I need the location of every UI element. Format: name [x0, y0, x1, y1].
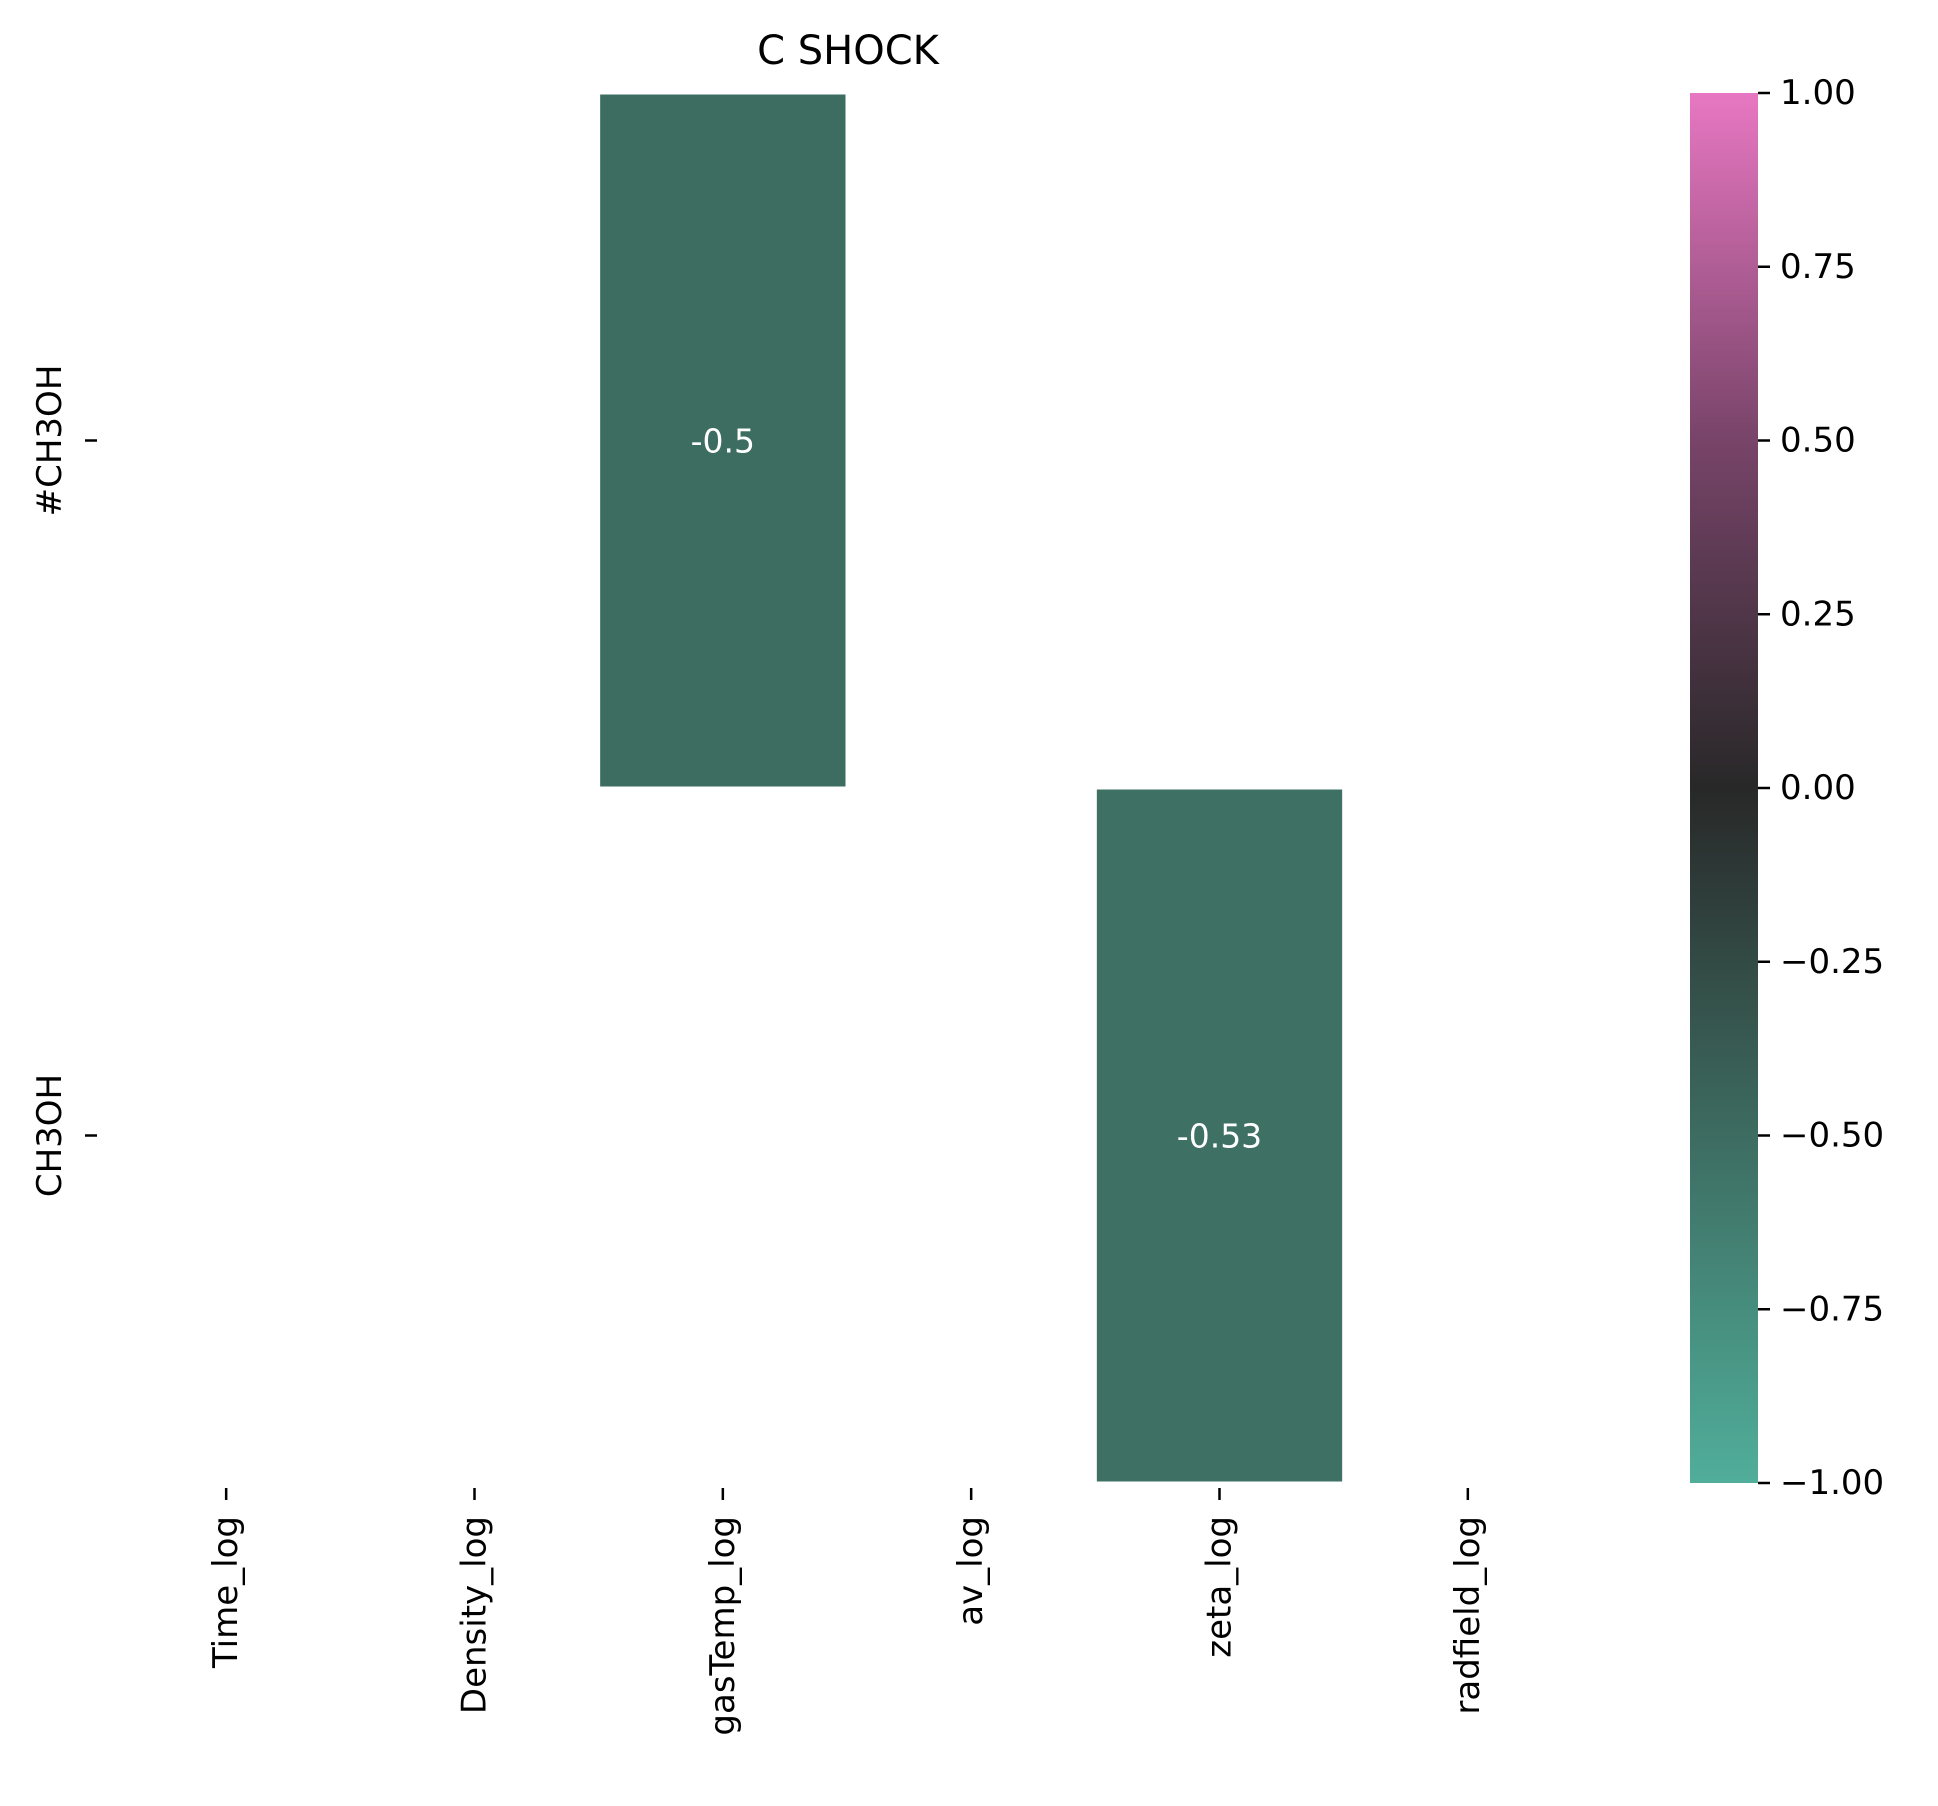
x-axis: Time_log Density_log gasTemp_log av_log zeta… — [206, 1488, 1488, 1736]
x-tick-label: gasTemp_log — [703, 1516, 743, 1736]
y-tick-label: CH3OH — [30, 1074, 70, 1197]
y-tick-label: #CH3OH — [30, 365, 70, 517]
colorbar-tick-label: 0.75 — [1780, 247, 1856, 287]
x-tick-label: Time_log — [206, 1516, 246, 1669]
heatmap-cell — [600, 94, 846, 787]
colorbar-tick-label: 0.50 — [1780, 421, 1856, 461]
y-axis: #CH3OH CH3OH — [30, 365, 97, 1197]
colorbar-tick-label: −0.75 — [1780, 1289, 1884, 1329]
cell-value-label: -0.53 — [1177, 1117, 1262, 1156]
colorbar-ticks: −1.00 −0.75 −0.50 −0.25 0.00 0.25 0.50 0.75 1.00 — [1758, 73, 1884, 1503]
heatmap-cells: -0.5 -0.53 — [600, 94, 1343, 1482]
x-tick-label: Density_log — [455, 1516, 495, 1714]
heatmap-cell — [1096, 789, 1343, 1482]
colorbar-tick-label: −0.25 — [1780, 942, 1884, 982]
colorbar — [1690, 93, 1758, 1483]
x-tick-label: radfield_log — [1448, 1516, 1488, 1715]
colorbar-tick-label: 1.00 — [1780, 73, 1856, 113]
colorbar-tick-label: −1.00 — [1780, 1463, 1884, 1503]
cell-value-label: -0.5 — [691, 422, 755, 461]
colorbar-tick-label: 0.25 — [1780, 594, 1856, 634]
x-tick-label: zeta_log — [1200, 1516, 1240, 1658]
colorbar-tick-label: −0.50 — [1780, 1116, 1884, 1156]
colorbar-tick-label: 0.00 — [1780, 768, 1856, 808]
chart-title: C SHOCK — [757, 28, 941, 74]
x-tick-label: av_log — [951, 1516, 991, 1626]
